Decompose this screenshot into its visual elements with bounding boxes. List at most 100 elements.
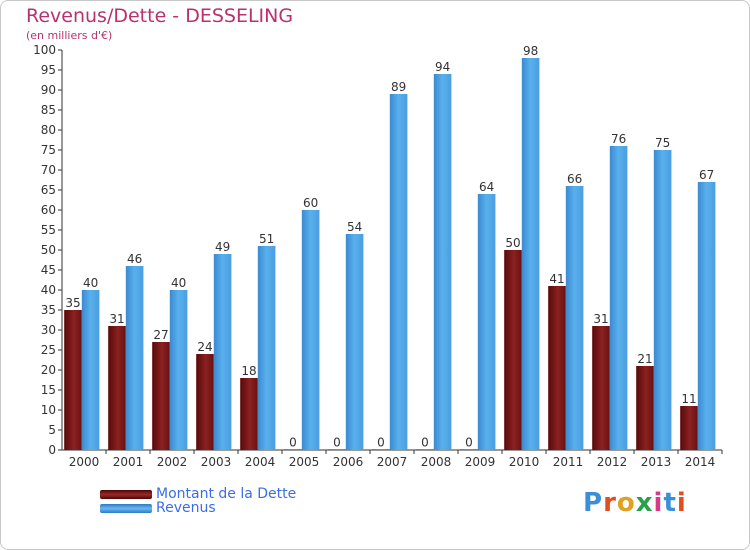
bar-debt bbox=[504, 250, 522, 450]
bar-debt bbox=[460, 449, 478, 450]
y-tick-label: 5 bbox=[48, 423, 56, 437]
y-tick-label: 95 bbox=[41, 63, 56, 77]
x-tick-label: 2013 bbox=[641, 455, 672, 469]
x-tick-label: 2009 bbox=[465, 455, 496, 469]
legend-label-revenue: Revenus bbox=[156, 500, 216, 516]
x-tick-label: 2001 bbox=[113, 455, 144, 469]
value-label-revenue: 76 bbox=[611, 132, 626, 146]
y-tick-label: 100 bbox=[33, 43, 56, 57]
value-label-revenue: 46 bbox=[127, 252, 142, 266]
x-tick-label: 2005 bbox=[289, 455, 320, 469]
value-label-revenue: 67 bbox=[699, 168, 714, 182]
bar-revenue bbox=[389, 94, 408, 450]
logo-letter: i bbox=[676, 488, 687, 518]
bar-revenue bbox=[81, 290, 100, 450]
x-tick-label: 2006 bbox=[333, 455, 364, 469]
bar-revenue bbox=[301, 210, 320, 450]
chart-bars bbox=[64, 58, 716, 450]
bar-debt bbox=[636, 366, 654, 450]
bar-revenue bbox=[565, 186, 584, 450]
value-label-debt: 41 bbox=[549, 272, 564, 286]
bar-debt bbox=[284, 449, 302, 450]
chart-subtitle: (en milliers d'€) bbox=[26, 29, 113, 42]
bar-revenue bbox=[433, 74, 452, 450]
y-tick-label: 0 bbox=[48, 443, 56, 457]
y-tick-label: 10 bbox=[41, 403, 56, 417]
value-label-debt: 0 bbox=[465, 435, 473, 449]
bar-revenue bbox=[125, 266, 144, 450]
legend-label-debt: Montant de la Dette bbox=[156, 486, 297, 502]
bar-debt bbox=[372, 449, 390, 450]
value-label-revenue: 66 bbox=[567, 172, 582, 186]
y-tick-label: 30 bbox=[41, 323, 56, 337]
bar-revenue bbox=[477, 194, 496, 450]
bar-debt bbox=[592, 326, 610, 450]
y-tick-label: 35 bbox=[41, 303, 56, 317]
y-tick-label: 80 bbox=[41, 123, 56, 137]
y-tick-label: 45 bbox=[41, 263, 56, 277]
value-label-debt: 11 bbox=[681, 392, 696, 406]
value-label-debt: 35 bbox=[65, 296, 80, 310]
value-label-revenue: 40 bbox=[83, 276, 98, 290]
proxiti-logo: Proxiti bbox=[583, 488, 687, 518]
bar-debt bbox=[64, 310, 82, 450]
value-label-debt: 0 bbox=[289, 435, 297, 449]
value-label-debt: 0 bbox=[333, 435, 341, 449]
chart-title: Revenus/Dette - DESSELING bbox=[26, 5, 294, 27]
value-label-revenue: 54 bbox=[347, 220, 362, 234]
y-tick-label: 85 bbox=[41, 103, 56, 117]
bar-debt bbox=[108, 326, 126, 450]
bar-debt bbox=[328, 449, 346, 450]
value-label-debt: 0 bbox=[377, 435, 385, 449]
value-label-revenue: 75 bbox=[655, 136, 670, 150]
bar-revenue bbox=[169, 290, 188, 450]
x-tick-label: 2004 bbox=[245, 455, 276, 469]
bar-revenue bbox=[257, 246, 276, 450]
y-tick-label: 60 bbox=[41, 203, 56, 217]
x-tick-label: 2012 bbox=[597, 455, 628, 469]
value-label-debt: 31 bbox=[109, 312, 124, 326]
value-label-debt: 21 bbox=[637, 352, 652, 366]
logo-letter: o bbox=[616, 488, 636, 518]
x-tick-label: 2002 bbox=[157, 455, 188, 469]
legend-swatch-debt bbox=[100, 489, 152, 499]
value-label-revenue: 94 bbox=[435, 60, 450, 74]
x-tick-label: 2010 bbox=[509, 455, 540, 469]
x-tick-label: 2008 bbox=[421, 455, 452, 469]
bar-revenue bbox=[521, 58, 540, 450]
y-tick-label: 65 bbox=[41, 183, 56, 197]
value-label-debt: 24 bbox=[197, 340, 212, 354]
chart-value-labels: 3540314627402449185106005408909406450984… bbox=[65, 44, 714, 449]
value-label-revenue: 51 bbox=[259, 232, 274, 246]
bar-debt bbox=[152, 342, 170, 450]
value-label-debt: 0 bbox=[421, 435, 429, 449]
x-tick-label: 2011 bbox=[553, 455, 584, 469]
value-label-debt: 18 bbox=[241, 364, 256, 378]
bar-debt bbox=[680, 406, 698, 450]
bar-revenue bbox=[653, 150, 672, 450]
y-tick-label: 50 bbox=[41, 243, 56, 257]
value-label-debt: 50 bbox=[505, 236, 520, 250]
y-tick-label: 40 bbox=[41, 283, 56, 297]
value-label-debt: 27 bbox=[153, 328, 168, 342]
y-tick-label: 75 bbox=[41, 143, 56, 157]
y-tick-label: 20 bbox=[41, 363, 56, 377]
y-tick-label: 55 bbox=[41, 223, 56, 237]
y-tick-label: 70 bbox=[41, 163, 56, 177]
legend-swatch-revenue bbox=[100, 503, 152, 513]
x-tick-label: 2000 bbox=[69, 455, 100, 469]
logo-letter: x bbox=[635, 488, 654, 518]
bar-revenue bbox=[697, 182, 716, 450]
logo-letter: r bbox=[603, 488, 617, 518]
value-label-revenue: 98 bbox=[523, 44, 538, 58]
bar-revenue bbox=[213, 254, 232, 450]
legend-item-revenue: Revenus bbox=[100, 500, 216, 516]
logo-letter: i bbox=[653, 488, 664, 518]
bar-debt bbox=[196, 354, 214, 450]
chart-axes: 0510152025303540455055606570758085909510… bbox=[33, 43, 723, 469]
legend-item-debt: Montant de la Dette bbox=[100, 486, 297, 502]
value-label-revenue: 60 bbox=[303, 196, 318, 210]
logo-letter: P bbox=[583, 488, 604, 518]
logo-letter: t bbox=[663, 488, 677, 518]
